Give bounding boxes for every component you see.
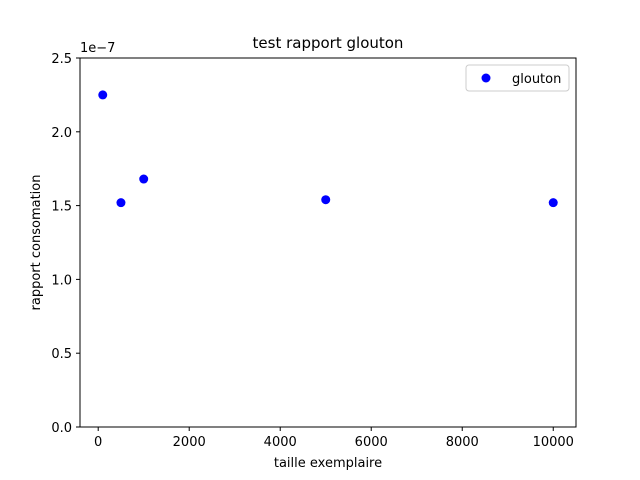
- legend-marker-glouton: [481, 73, 491, 83]
- y-tick-label: 0.0: [51, 421, 72, 436]
- legend-label-glouton: glouton: [512, 72, 561, 87]
- y-tick-label: 1.0: [51, 273, 72, 288]
- x-tick-label: 8000: [446, 435, 479, 450]
- x-tick-label: 0: [94, 435, 102, 450]
- y-axis-label: rapport consomation: [29, 175, 44, 311]
- data-point-glouton: [98, 90, 108, 100]
- x-tick-label: 10000: [533, 435, 574, 450]
- x-tick-label: 6000: [355, 435, 388, 450]
- data-point-glouton: [139, 174, 149, 184]
- y-axis-offset-text: 1e−7: [80, 41, 115, 56]
- data-point-glouton: [321, 195, 331, 205]
- y-tick-label: 0.5: [51, 347, 72, 362]
- data-points: [98, 90, 558, 208]
- plot-area: [80, 58, 576, 427]
- x-tick-label: 4000: [264, 435, 297, 450]
- y-tick-label: 1.5: [51, 200, 72, 215]
- plot-axes: [80, 58, 576, 427]
- x-axis-label: taille exemplaire: [274, 456, 382, 471]
- y-tick-label: 2.5: [51, 52, 72, 67]
- data-point-glouton: [548, 198, 558, 208]
- legend: glouton: [465, 64, 570, 92]
- plot-frame: [79, 57, 577, 428]
- legend-box: [465, 64, 570, 92]
- axis-ticks: 0 2000 4000 6000 8000 10000 0.0 0.5 1.0 1.5 2.0 2.5: [51, 52, 574, 450]
- x-tick-label: 2000: [173, 435, 206, 450]
- y-tick-label: 2.0: [51, 126, 72, 141]
- chart-title: test rapport glouton: [253, 34, 404, 52]
- data-point-glouton: [116, 198, 126, 208]
